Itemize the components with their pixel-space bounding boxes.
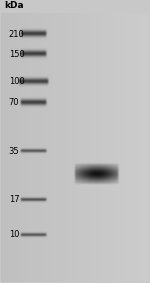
Text: 17: 17	[9, 195, 19, 204]
Text: 70: 70	[9, 98, 19, 107]
Text: 210: 210	[9, 30, 24, 38]
Text: kDa: kDa	[4, 1, 24, 10]
Text: 100: 100	[9, 77, 24, 86]
Text: 35: 35	[9, 147, 19, 156]
Text: 150: 150	[9, 50, 24, 59]
Text: 10: 10	[9, 230, 19, 239]
